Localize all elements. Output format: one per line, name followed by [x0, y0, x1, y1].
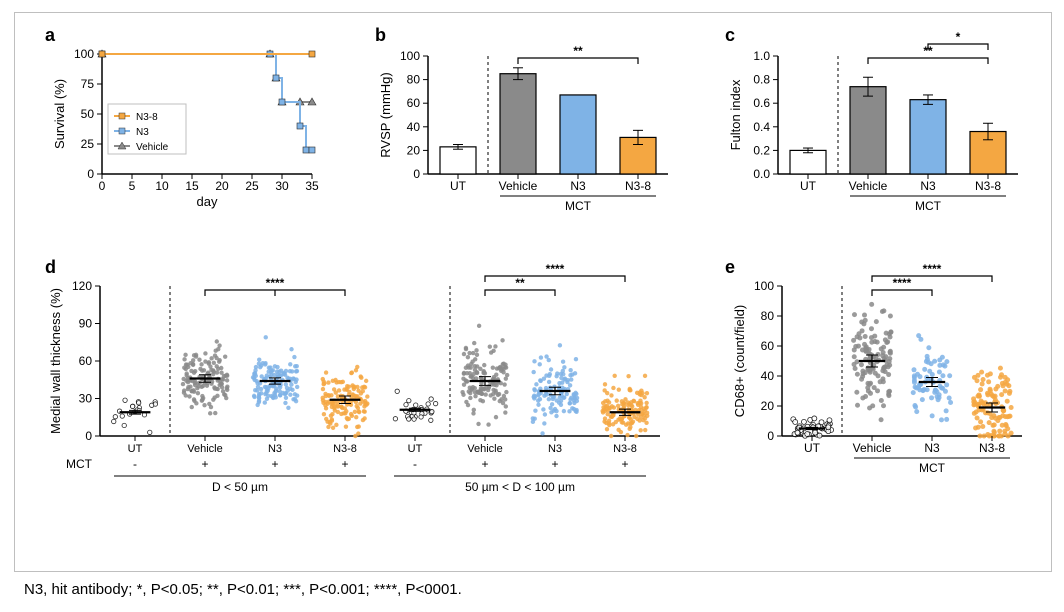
svg-text:40: 40	[761, 369, 775, 383]
svg-text:Vehicle: Vehicle	[136, 142, 169, 153]
svg-text:60: 60	[79, 354, 93, 368]
svg-text:N3-8: N3-8	[979, 441, 1005, 455]
svg-text:day: day	[197, 194, 218, 209]
svg-text:UT: UT	[128, 443, 143, 455]
svg-text:Vehicle: Vehicle	[499, 179, 538, 193]
svg-text:40: 40	[407, 120, 421, 134]
svg-text:10: 10	[155, 179, 169, 193]
svg-text:1.0: 1.0	[753, 49, 770, 63]
svg-text:*: *	[956, 30, 961, 44]
svg-text:80: 80	[761, 309, 775, 323]
svg-text:Fulton index: Fulton index	[728, 79, 743, 150]
svg-text:N3: N3	[924, 441, 940, 455]
svg-text:100: 100	[400, 49, 420, 63]
svg-text:UT: UT	[800, 179, 817, 193]
svg-text:15: 15	[185, 179, 199, 193]
svg-text:MCT: MCT	[915, 199, 942, 213]
svg-text:80: 80	[407, 73, 421, 87]
svg-text:UT: UT	[450, 179, 467, 193]
svg-text:60: 60	[407, 96, 421, 110]
svg-text:100: 100	[754, 279, 774, 293]
svg-text:N3-8: N3-8	[136, 112, 158, 123]
svg-text:0: 0	[99, 179, 106, 193]
panel-a-chart: 0 25 50 75 100 0 5 10 15 20 25 30 35 Survival (%) day N…	[40, 28, 340, 218]
svg-text:N3: N3	[920, 179, 936, 193]
svg-text:+: +	[551, 457, 558, 471]
svg-text:20: 20	[215, 179, 229, 193]
svg-text:**: **	[573, 44, 583, 58]
svg-text:MCT: MCT	[919, 461, 946, 475]
svg-text:30: 30	[275, 179, 289, 193]
figure-caption: N3, hit antibody; *, P<0.05; **, P<0.01;…	[24, 581, 462, 598]
svg-text:30: 30	[79, 392, 93, 406]
svg-text:****: ****	[893, 276, 912, 290]
svg-text:CD68+ (count/field): CD68+ (count/field)	[732, 305, 747, 417]
svg-text:5: 5	[129, 179, 136, 193]
svg-text:+: +	[341, 457, 348, 471]
svg-text:Vehicle: Vehicle	[849, 179, 888, 193]
svg-text:0.0: 0.0	[753, 167, 770, 181]
svg-text:N3: N3	[570, 179, 586, 193]
svg-text:UT: UT	[804, 441, 821, 455]
svg-text:100: 100	[74, 47, 94, 61]
svg-text:+: +	[201, 457, 208, 471]
svg-text:N3-8: N3-8	[613, 443, 637, 455]
svg-text:Survival (%): Survival (%)	[52, 79, 67, 149]
svg-text:Medial wall thickness (%): Medial wall thickness (%)	[48, 288, 63, 434]
svg-text:50: 50	[81, 107, 95, 121]
panel-e-chart: 0 20 40 60 80 100 CD68+ (count/field) UT Vehicle…	[720, 260, 1040, 525]
svg-text:25: 25	[81, 137, 95, 151]
svg-text:0: 0	[413, 167, 420, 181]
svg-text:+: +	[481, 457, 488, 471]
svg-text:+: +	[271, 457, 278, 471]
svg-text:N3-8: N3-8	[333, 443, 357, 455]
svg-text:20: 20	[407, 143, 421, 157]
svg-text:N3-8: N3-8	[625, 179, 651, 193]
panel-b-chart: 0 20 40 60 80 100 RVSP (mmHg) UT Vehicle N3 N3-8 MC…	[370, 28, 690, 218]
svg-text:0.2: 0.2	[753, 143, 770, 157]
svg-text:25: 25	[245, 179, 259, 193]
svg-text:0: 0	[85, 429, 92, 443]
svg-text:Vehicle: Vehicle	[467, 443, 502, 455]
svg-text:-: -	[133, 457, 137, 471]
svg-text:+: +	[621, 457, 628, 471]
svg-text:RVSP (mmHg): RVSP (mmHg)	[378, 72, 393, 157]
svg-text:0: 0	[87, 167, 94, 181]
panel-c-chart: 0.0 0.2 0.4 0.6 0.8 1.0 Fulton index UT Vehicle N…	[720, 28, 1040, 218]
svg-text:N3: N3	[268, 443, 282, 455]
svg-text:-: -	[413, 457, 417, 471]
svg-text:35: 35	[305, 179, 319, 193]
figure-page: { "caption": "N3, hit antibody; *, P<0.0…	[0, 0, 1064, 612]
svg-text:**: **	[515, 276, 525, 290]
svg-text:0.4: 0.4	[753, 120, 770, 134]
svg-text:0: 0	[767, 429, 774, 443]
svg-text:0.6: 0.6	[753, 96, 770, 110]
svg-text:MCT: MCT	[565, 199, 592, 213]
svg-text:N3: N3	[136, 127, 149, 138]
svg-text:20: 20	[761, 399, 775, 413]
svg-text:****: ****	[923, 262, 942, 276]
panel-d-chart: 0 30 60 90 120 Medial wall thickness (%) UT - Ve…	[40, 260, 680, 525]
svg-text:D < 50 µm: D < 50 µm	[212, 480, 268, 494]
svg-text:MCT: MCT	[66, 457, 93, 471]
svg-text:75: 75	[81, 77, 95, 91]
svg-text:UT: UT	[408, 443, 423, 455]
svg-text:50 µm < D < 100 µm: 50 µm < D < 100 µm	[465, 480, 575, 494]
svg-text:****: ****	[266, 276, 285, 290]
svg-text:Vehicle: Vehicle	[853, 441, 892, 455]
svg-text:****: ****	[546, 262, 565, 276]
svg-text:N3-8: N3-8	[975, 179, 1001, 193]
svg-text:N3: N3	[548, 443, 562, 455]
svg-text:Vehicle: Vehicle	[187, 443, 222, 455]
svg-text:60: 60	[761, 339, 775, 353]
svg-text:120: 120	[72, 279, 92, 293]
svg-text:0.8: 0.8	[753, 73, 770, 87]
svg-text:90: 90	[79, 317, 93, 331]
